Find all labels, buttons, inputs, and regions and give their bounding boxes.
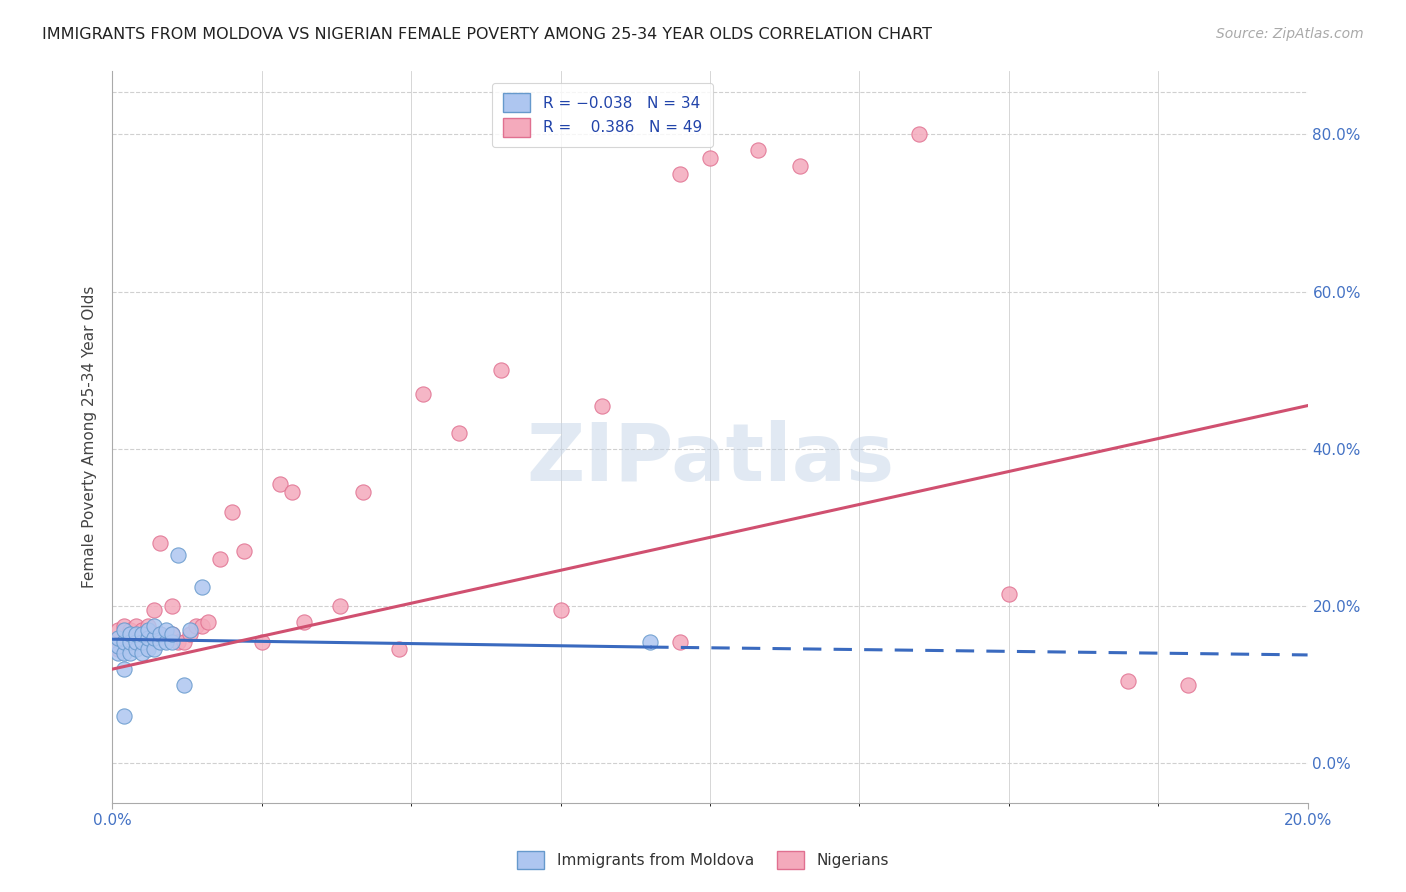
Point [388, 642, 411, 657]
Point [114, 646, 135, 660]
Point [197, 615, 219, 629]
Point [143, 626, 166, 640]
Point [114, 662, 135, 676]
Point [107, 639, 129, 653]
Point [149, 626, 172, 640]
Point [281, 485, 304, 500]
Point [162, 634, 183, 648]
Legend: Immigrants from Moldova, Nigerians: Immigrants from Moldova, Nigerians [510, 845, 896, 875]
Point [155, 634, 177, 648]
Point [120, 646, 142, 660]
Point [149, 634, 172, 648]
Point [167, 634, 190, 648]
Point [125, 626, 148, 640]
Point [114, 634, 135, 648]
Point [149, 536, 172, 550]
Point [489, 363, 512, 377]
Point [107, 642, 129, 657]
Point [191, 580, 214, 594]
Point [138, 639, 160, 653]
Point [449, 426, 471, 441]
Point [162, 626, 183, 640]
Point [592, 399, 614, 413]
Point [167, 548, 190, 562]
Point [191, 619, 214, 633]
Point [233, 544, 256, 558]
Point [138, 642, 160, 657]
Point [143, 631, 166, 645]
Point [669, 167, 692, 181]
Point [747, 143, 769, 157]
Point [1118, 673, 1140, 688]
Point [143, 603, 166, 617]
Point [125, 634, 148, 648]
Point [107, 646, 129, 660]
Point [699, 151, 721, 165]
Text: Source: ZipAtlas.com: Source: ZipAtlas.com [1216, 27, 1364, 41]
Point [669, 634, 692, 648]
Point [120, 623, 142, 637]
Point [114, 639, 135, 653]
Point [107, 631, 129, 645]
Point [221, 505, 243, 519]
Point [353, 485, 375, 500]
Point [131, 634, 153, 648]
Point [125, 642, 148, 657]
Point [114, 619, 135, 633]
Point [908, 128, 931, 142]
Point [114, 709, 135, 723]
Y-axis label: Female Poverty Among 25-34 Year Olds: Female Poverty Among 25-34 Year Olds [82, 286, 97, 588]
Point [149, 626, 172, 640]
Point [162, 626, 183, 640]
Point [120, 626, 142, 640]
Legend: R = −0.038   N = 34, R =    0.386   N = 49: R = −0.038 N = 34, R = 0.386 N = 49 [492, 83, 713, 147]
Point [114, 623, 135, 637]
Point [155, 623, 177, 637]
Point [162, 599, 183, 614]
Point [138, 623, 160, 637]
Point [125, 634, 148, 648]
Point [143, 642, 166, 657]
Point [550, 603, 572, 617]
Point [412, 387, 434, 401]
Point [292, 615, 315, 629]
Point [998, 587, 1021, 601]
Point [179, 626, 201, 640]
Text: IMMIGRANTS FROM MOLDOVA VS NIGERIAN FEMALE POVERTY AMONG 25-34 YEAR OLDS CORRELA: IMMIGRANTS FROM MOLDOVA VS NIGERIAN FEMA… [42, 27, 932, 42]
Point [120, 634, 142, 648]
Point [250, 634, 273, 648]
Point [131, 634, 153, 648]
Point [186, 619, 208, 633]
Point [107, 623, 129, 637]
Point [209, 552, 232, 566]
Point [155, 631, 177, 645]
Point [125, 619, 148, 633]
Text: ZIPatlas: ZIPatlas [526, 420, 894, 498]
Point [789, 159, 811, 173]
Point [269, 477, 291, 491]
Point [329, 599, 352, 614]
Point [1177, 678, 1199, 692]
Point [640, 634, 662, 648]
Point [120, 634, 142, 648]
Point [131, 626, 153, 640]
Point [131, 623, 153, 637]
Point [173, 634, 195, 648]
Point [143, 619, 166, 633]
Point [131, 646, 153, 660]
Point [179, 623, 201, 637]
Point [138, 631, 160, 645]
Point [173, 678, 195, 692]
Point [138, 619, 160, 633]
